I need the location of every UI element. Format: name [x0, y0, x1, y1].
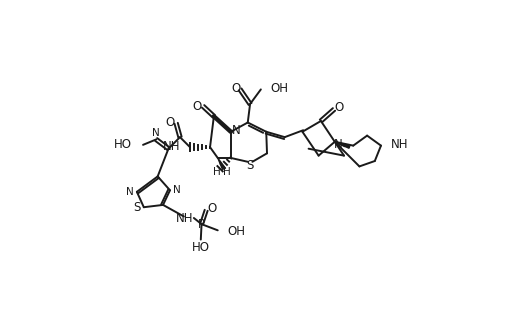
Text: N: N	[232, 124, 241, 137]
Text: O: O	[166, 116, 174, 129]
Text: O: O	[208, 202, 217, 215]
Text: OH: OH	[271, 82, 289, 95]
Text: NH: NH	[176, 212, 193, 224]
Text: O: O	[232, 82, 241, 95]
Text: H: H	[223, 167, 231, 177]
Text: N: N	[126, 187, 134, 197]
Text: NH: NH	[391, 138, 409, 151]
Text: H: H	[213, 167, 221, 177]
Text: S: S	[133, 201, 140, 215]
Text: HO: HO	[192, 241, 210, 254]
Polygon shape	[335, 142, 346, 147]
Text: O: O	[192, 100, 202, 113]
Text: OH: OH	[228, 225, 246, 237]
Text: N: N	[334, 137, 343, 151]
Text: NH: NH	[162, 140, 180, 153]
Polygon shape	[335, 142, 350, 148]
Text: N: N	[173, 185, 181, 195]
Text: HO: HO	[114, 138, 132, 151]
Text: O: O	[334, 101, 343, 114]
Text: P: P	[198, 218, 205, 231]
Polygon shape	[218, 158, 225, 170]
Text: S: S	[246, 159, 254, 172]
Text: N: N	[152, 128, 160, 137]
